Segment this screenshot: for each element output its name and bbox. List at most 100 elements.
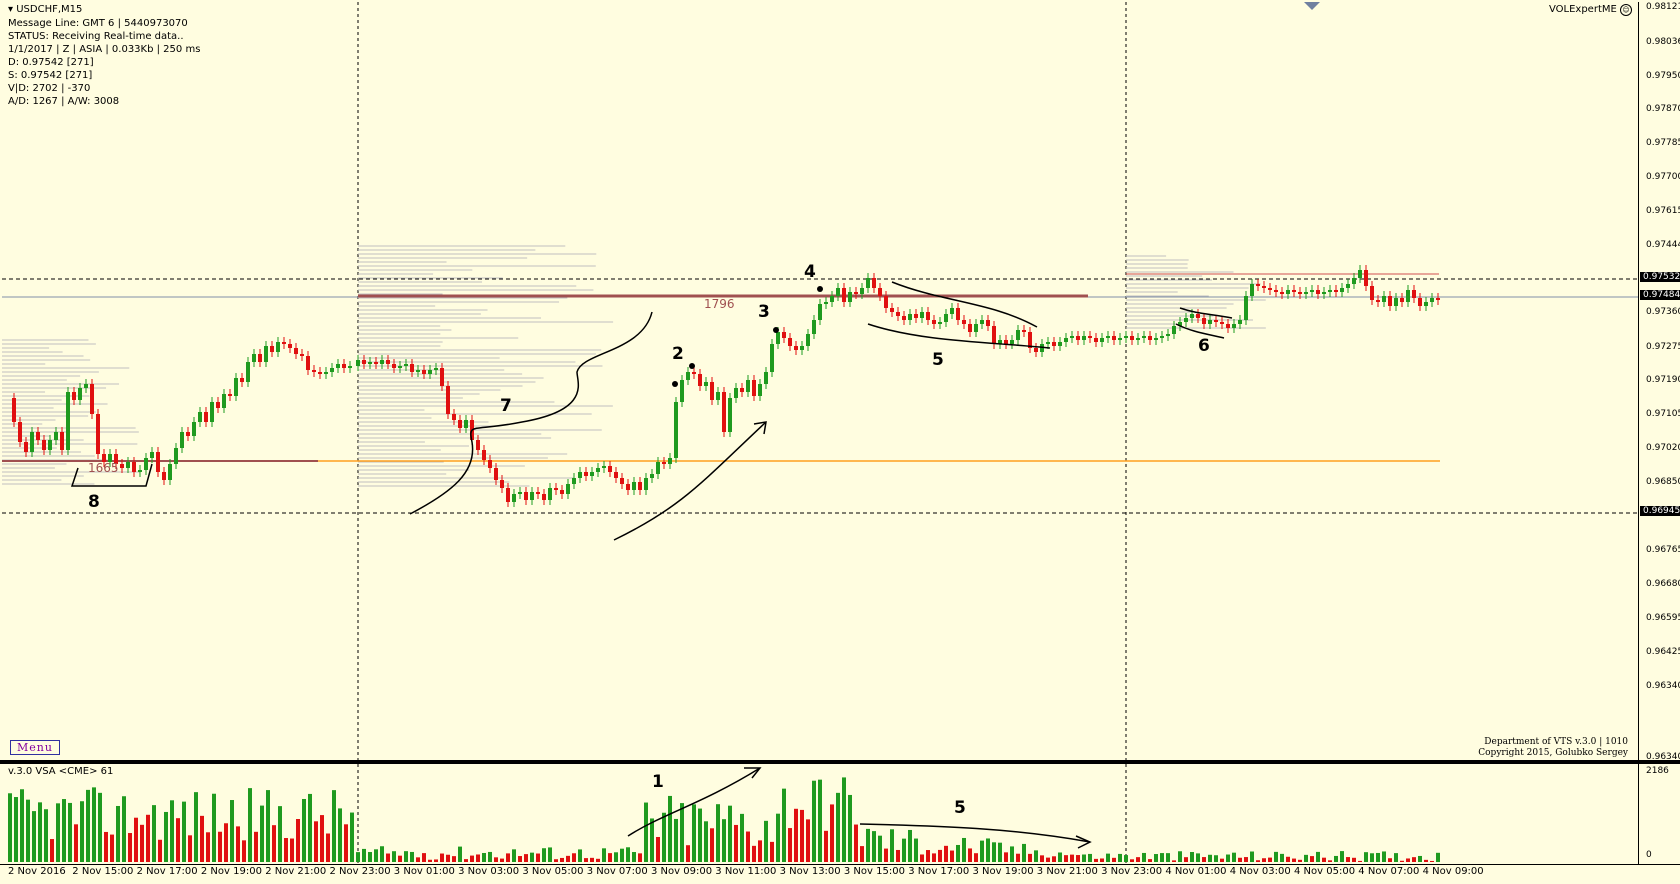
price-chart-canvas[interactable]: 1796 1665	[2, 2, 1638, 760]
volume-bar	[692, 804, 696, 862]
volume-bar	[464, 859, 468, 862]
volume-bar	[1040, 855, 1044, 862]
candle-body	[542, 494, 546, 500]
volume-bar	[50, 839, 54, 862]
price-tick: 0.97615	[1646, 206, 1680, 216]
candle-body	[1262, 286, 1266, 288]
volume-bar	[1430, 860, 1434, 862]
price-tick: 0.96595	[1646, 613, 1680, 623]
annotation-3: 3	[758, 302, 770, 322]
price-box-lower: 0.96945	[1640, 506, 1680, 516]
price-box-upper: 0.97532	[1640, 272, 1680, 282]
volume-bar	[554, 859, 558, 862]
volume-bar	[710, 828, 714, 862]
candle-body	[1292, 290, 1296, 292]
volume-bar	[884, 848, 888, 862]
price-tick: 0.97190	[1646, 375, 1680, 385]
price-tick: 0.97785	[1646, 138, 1680, 148]
candle-body	[872, 278, 876, 288]
volume-bar	[608, 853, 612, 862]
candle-body	[404, 364, 408, 366]
volume-bar	[638, 853, 642, 862]
price-tick: 0.97105	[1646, 409, 1680, 419]
volume-bar	[998, 842, 1002, 862]
volume-bar	[1322, 857, 1326, 862]
candle-body	[620, 478, 624, 484]
volume-bar	[1094, 858, 1098, 862]
volume-bar	[1436, 852, 1440, 862]
volume-bar	[308, 793, 312, 862]
candle-body	[476, 440, 480, 450]
candle-body	[282, 342, 286, 344]
volume-min-tick: 0	[1646, 850, 1652, 860]
volume-bar	[536, 853, 540, 862]
volume-bar	[872, 831, 876, 862]
shift-marker[interactable]	[1304, 2, 1320, 10]
volume-bar	[218, 831, 222, 862]
volume-bar	[956, 844, 960, 862]
dropdown-triangle-icon[interactable]: ▾	[8, 4, 14, 15]
volume-bar	[596, 858, 600, 862]
candle-body	[494, 468, 498, 480]
candle-body	[1016, 330, 1020, 340]
box-8	[70, 463, 153, 487]
candle-body	[1352, 278, 1356, 284]
candle-body	[764, 372, 768, 384]
candle-body	[422, 370, 426, 374]
candle-body	[758, 384, 762, 396]
volume-bar	[668, 795, 672, 862]
candle-body	[66, 392, 70, 450]
candle-body	[1052, 342, 1056, 346]
volume-bar	[494, 857, 498, 862]
panel-separator[interactable]	[0, 760, 1680, 764]
volume-bar	[428, 859, 432, 862]
volume-arrow-5	[859, 823, 1091, 843]
annotation-2: 2	[672, 344, 684, 364]
time-tick: 3 Nov 17:00	[908, 866, 970, 877]
volume-bar	[818, 779, 822, 862]
volume-bar	[962, 837, 966, 862]
volume-bar	[1418, 855, 1422, 862]
candle-body	[30, 432, 34, 452]
candle-body	[102, 454, 106, 462]
candle-body	[842, 288, 846, 302]
candle-body	[1100, 338, 1104, 342]
volume-bar	[1196, 853, 1200, 862]
volume-bar	[1028, 853, 1032, 862]
volume-bar	[1142, 852, 1146, 862]
candle-body	[548, 488, 552, 500]
candle-body	[794, 346, 798, 350]
volume-bar	[896, 849, 900, 862]
volume-bar	[560, 857, 564, 862]
volume-bar	[122, 796, 126, 862]
volume-bar	[674, 818, 678, 862]
price-tick: 0.96425	[1646, 647, 1680, 657]
volume-bar	[1412, 857, 1416, 862]
volume-bar	[1280, 853, 1284, 862]
volume-bar	[1364, 852, 1368, 862]
candle-body	[1304, 292, 1308, 294]
volume-bar	[1376, 852, 1380, 862]
volume-bar	[1184, 857, 1188, 862]
volume-bar	[236, 826, 240, 862]
chart-title[interactable]: ▾ USDCHF,M15	[8, 4, 82, 15]
volume-bar	[338, 808, 342, 862]
time-tick: 2 Nov 23:00	[329, 866, 391, 877]
candle-body	[752, 380, 756, 396]
volume-bar	[1244, 857, 1248, 862]
candle-body	[264, 346, 268, 362]
menu-button[interactable]: Menu	[10, 740, 60, 755]
candle-body	[458, 420, 462, 428]
price-chart[interactable]: 1796 1665	[2, 2, 1639, 761]
candle-body	[914, 314, 918, 318]
volume-bar	[248, 788, 252, 862]
candle-body	[518, 492, 522, 494]
volume-bar	[758, 840, 762, 862]
level-label-lower: 1665	[88, 461, 119, 475]
candle-body	[896, 312, 900, 316]
expert-name[interactable]: VOLExpertME ☺	[1549, 4, 1632, 16]
candle-body	[926, 312, 930, 320]
volume-bar	[1088, 853, 1092, 862]
volume-bar	[584, 858, 588, 862]
